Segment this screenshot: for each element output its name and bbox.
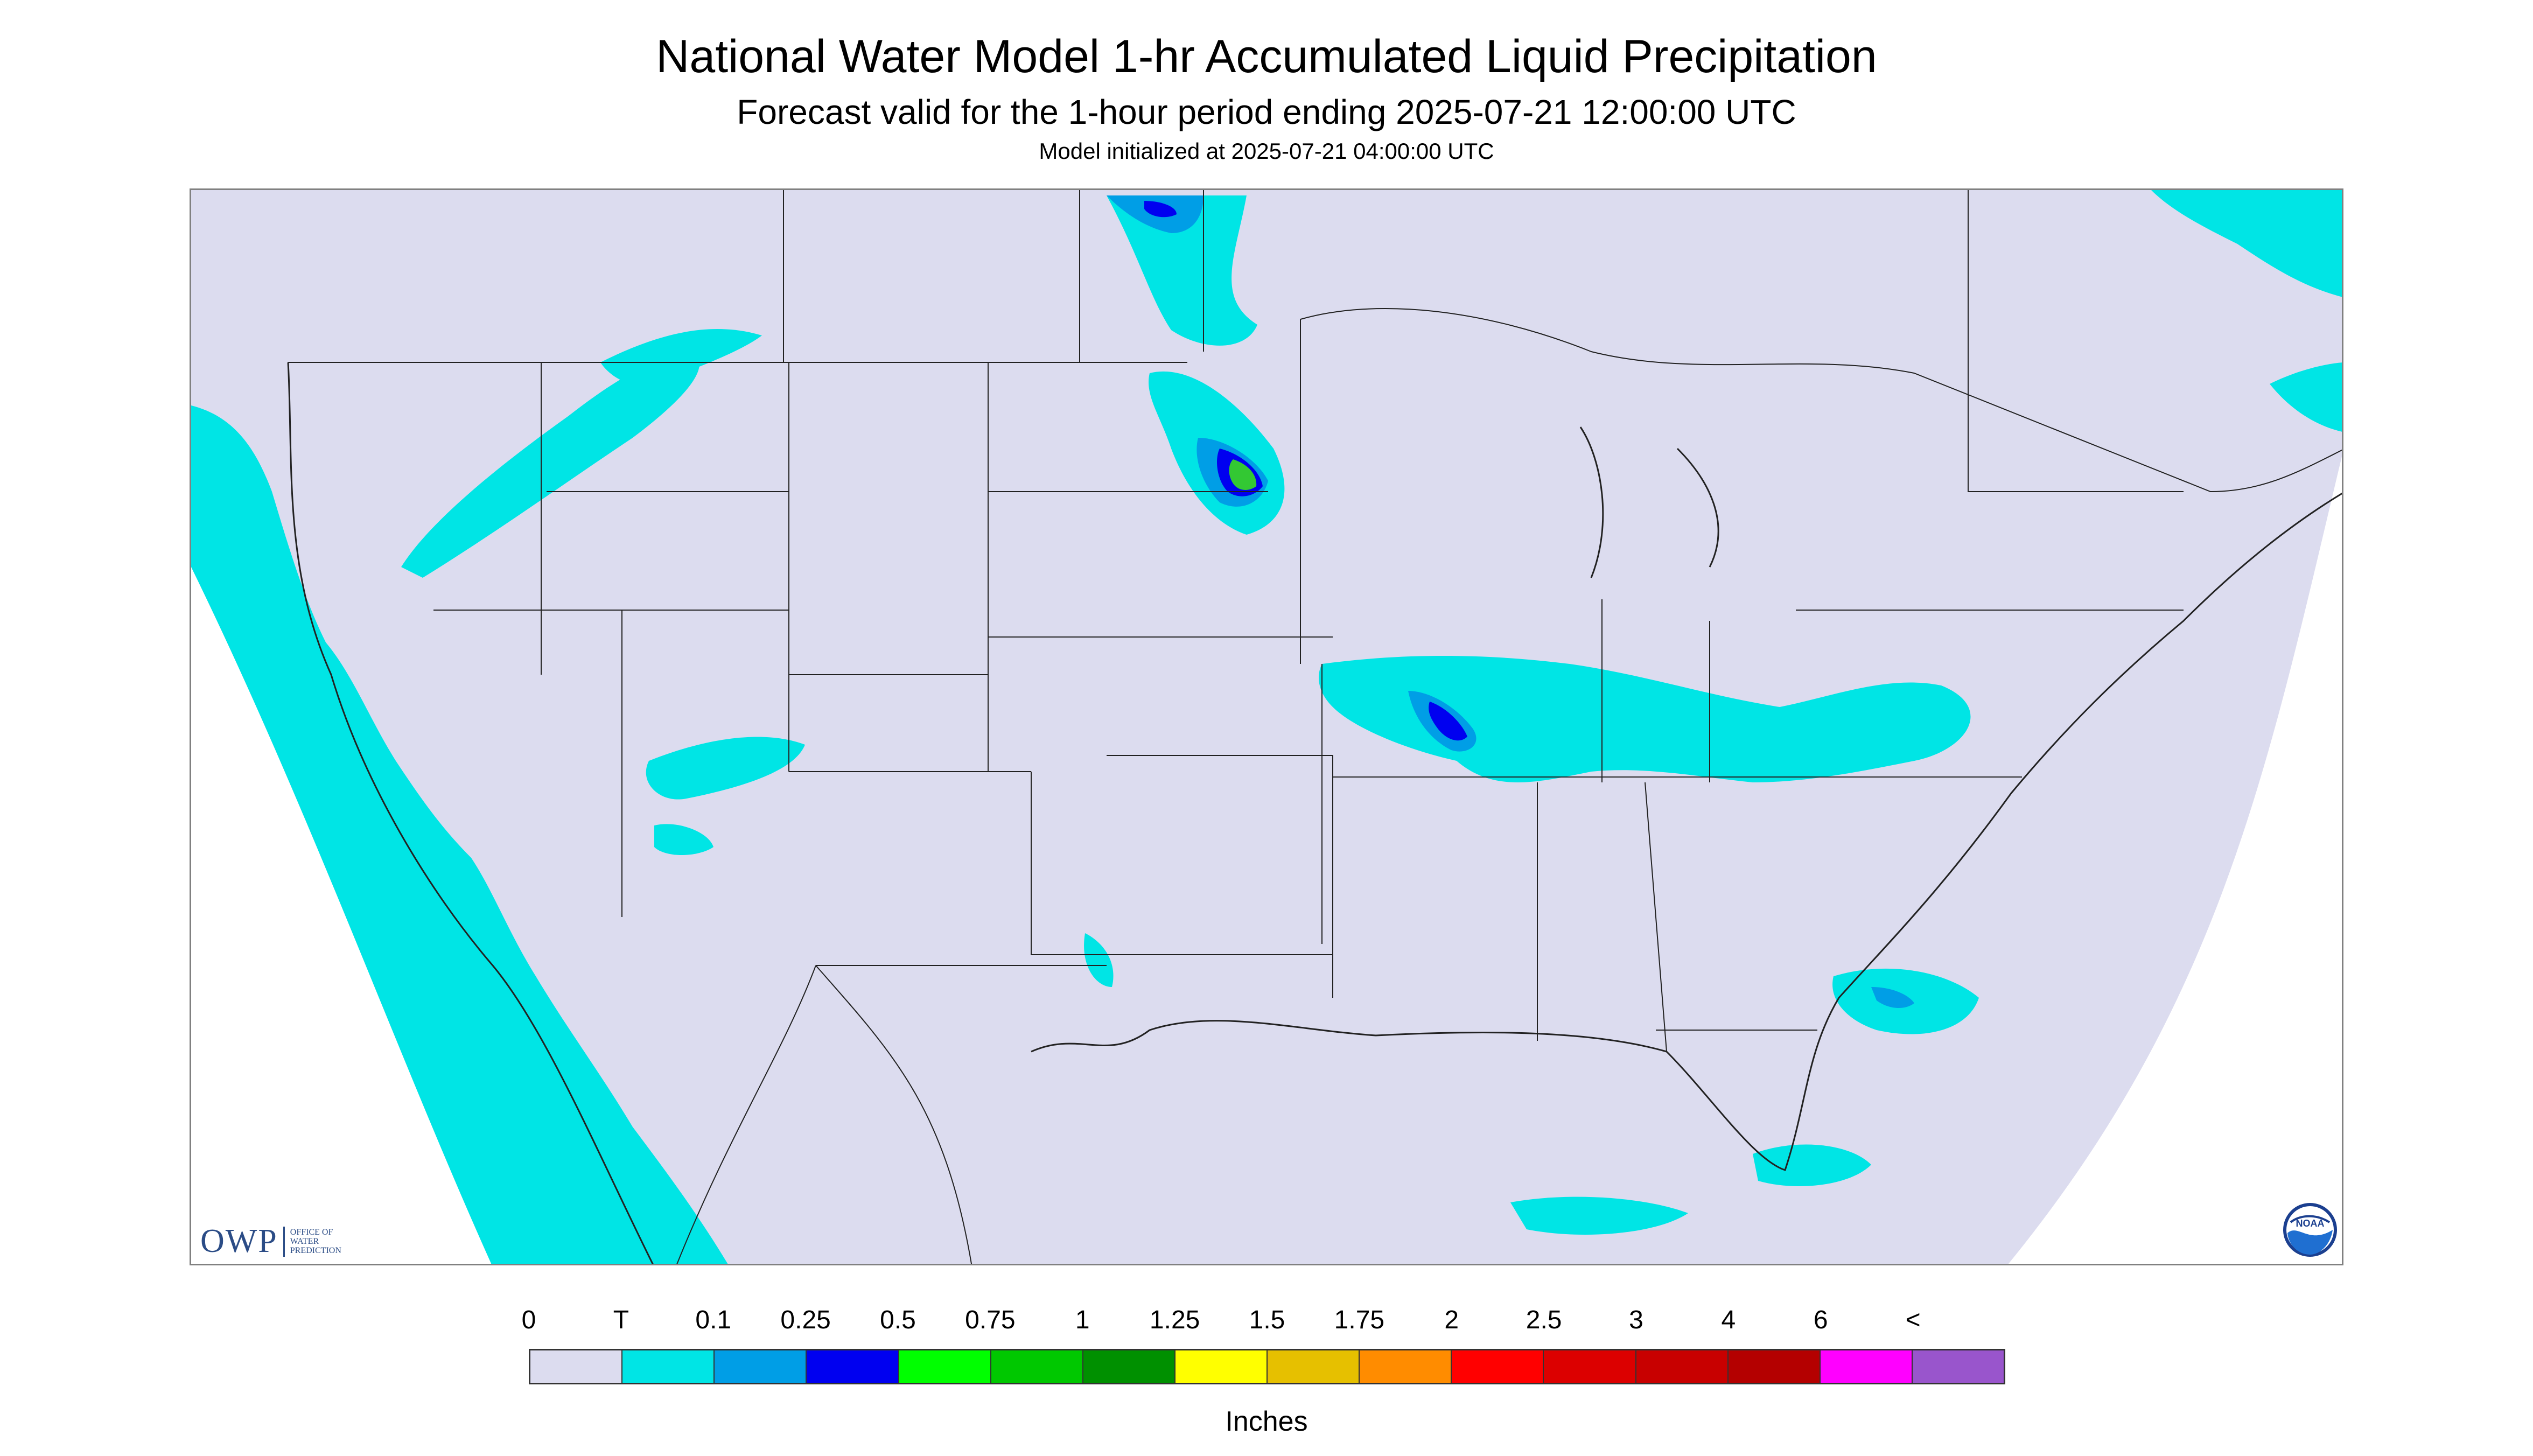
legend-swatch-12 [1636, 1350, 1729, 1383]
legend-swatch-1 [622, 1350, 715, 1383]
legend-swatch-8 [1268, 1350, 1360, 1383]
political-boundaries [288, 190, 2342, 1264]
gulf-precip [1510, 1196, 1688, 1235]
gulf-west-precip [1084, 933, 1114, 987]
owp-logo-subtitle: OFFICE OF WATER PREDICTION [290, 1228, 341, 1255]
legend-tick-label: 0.1 [695, 1306, 732, 1334]
legend-tick-label: 0.5 [880, 1306, 916, 1334]
manitoba-precip-blue [1144, 201, 1177, 218]
legend-tick-label: 0 [521, 1306, 536, 1334]
legend-tick-label: 2 [1444, 1306, 1459, 1334]
precip-color-legend [529, 1349, 2005, 1384]
new-mexico-precip [654, 824, 713, 855]
northwest-band-precip [401, 356, 699, 578]
legend-swatch-9 [1360, 1350, 1452, 1383]
map-canvas [191, 190, 2342, 1264]
dakota-band-precip [1107, 195, 1257, 346]
minnesota-peak-precip [1229, 459, 1257, 490]
noaa-logo-text: NOAA [2296, 1218, 2325, 1229]
owp-logo-line3: PREDICTION [290, 1246, 341, 1255]
legend-swatch-14 [1820, 1350, 1913, 1383]
legend-swatch-5 [991, 1350, 1083, 1383]
owp-logo-divider [283, 1226, 285, 1257]
legend-tick-label: < [1905, 1306, 1921, 1334]
legend-tick-label: 1.5 [1249, 1306, 1285, 1334]
legend-swatch-7 [1175, 1350, 1268, 1383]
legend-tick-label: 2.5 [1526, 1306, 1562, 1334]
precipitation-map [190, 188, 2343, 1265]
legend-tick-label: 1.25 [1149, 1306, 1200, 1334]
legend-swatch-15 [1912, 1350, 2004, 1383]
legend-swatch-11 [1544, 1350, 1636, 1383]
legend-tick-label: 4 [1721, 1306, 1736, 1334]
legend-swatch-13 [1728, 1350, 1821, 1383]
four-corners-precip [646, 737, 805, 800]
pacific-trace-precip [191, 405, 728, 1264]
legend-swatch-4 [899, 1350, 991, 1383]
legend-tick-label: 0.25 [780, 1306, 831, 1334]
legend-tick-label: 1 [1075, 1306, 1090, 1334]
owp-logo-line1: OFFICE OF [290, 1228, 333, 1237]
montana-band-precip [600, 329, 762, 386]
model-initialized-text: Model initialized at 2025-07-21 04:00:00… [1039, 138, 1494, 164]
legend-tick-label: 3 [1629, 1306, 1643, 1334]
legend-units-label: Inches [1225, 1406, 1308, 1437]
owp-logo-letters: OWP [200, 1223, 278, 1259]
florida-keys-precip [1753, 1144, 1871, 1186]
legend-swatch-3 [807, 1350, 899, 1383]
legend-swatch-2 [715, 1350, 807, 1383]
legend-tick-label: 1.75 [1334, 1306, 1385, 1334]
quebec-precip [2151, 190, 2342, 297]
owp-logo: OWP OFFICE OF WATER PREDICTION [200, 1222, 341, 1261]
owp-logo-line2: WATER [290, 1237, 319, 1246]
forecast-valid-subtitle: Forecast valid for the 1-hour period end… [737, 93, 1796, 131]
noaa-seal-icon: NOAA [2283, 1203, 2337, 1257]
legend-swatch-10 [1452, 1350, 1544, 1383]
legend-swatch-6 [1083, 1350, 1175, 1383]
coastlines [287, 362, 2342, 1264]
midwest-swath-precip [1319, 656, 1971, 782]
model-domain [191, 190, 2342, 1264]
atlantic-light-blue-cells [1871, 987, 1914, 1009]
map-title: National Water Model 1-hr Accumulated Li… [656, 31, 1877, 82]
illinois-core-precip [1429, 702, 1467, 741]
legend-tick-label: T [613, 1306, 629, 1334]
legend-tick-label: 0.75 [965, 1306, 1016, 1334]
maritimes-precip [2270, 362, 2342, 432]
legend-swatch-0 [530, 1350, 623, 1383]
legend-tick-label: 6 [1813, 1306, 1828, 1334]
